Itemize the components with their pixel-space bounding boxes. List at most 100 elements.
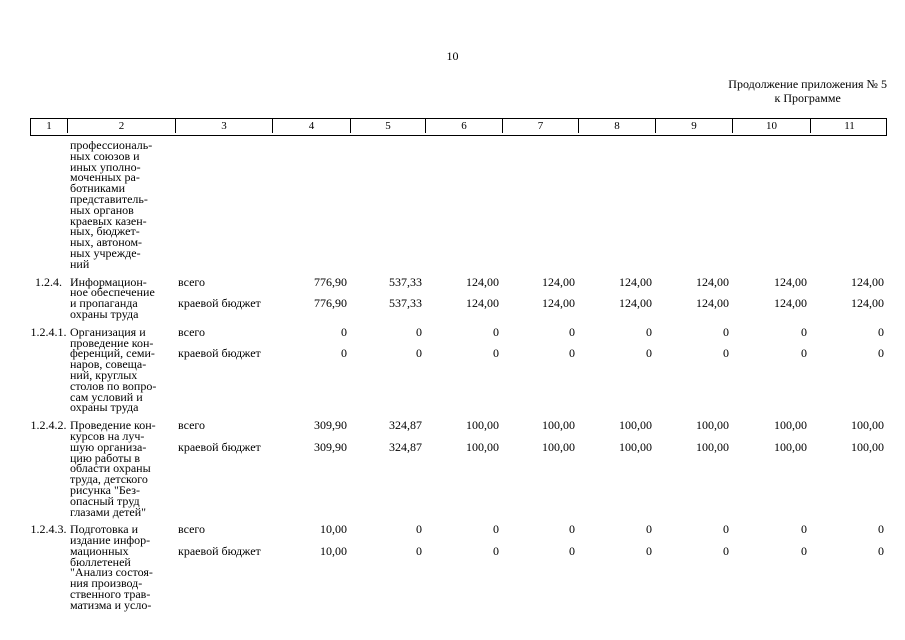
amount-value: 0: [878, 346, 884, 361]
amount-value: 0: [646, 324, 652, 339]
funding-source-label: краевой бюджет: [178, 543, 261, 558]
funding-source-label: всего: [178, 324, 206, 339]
table-row: 1.2.4.1. Организация и проведение кон- фе…: [30, 324, 887, 414]
funding-source-label: краевой бюджет: [178, 346, 261, 361]
continuation-line-1: Продолжение приложения № 5: [728, 77, 887, 91]
column-number: 6: [426, 119, 503, 133]
funding-source-label: всего: [178, 274, 206, 289]
amount-cell: 124,00 124,00: [425, 274, 502, 320]
amount-cell: 100,00 100,00: [655, 418, 732, 517]
table-row: 1.2.4.3. Подготовка и издание инфор- маци…: [30, 522, 887, 612]
amount-value: 100,00: [619, 418, 652, 433]
amount-value: 100,00: [466, 439, 499, 454]
row-title: профессиональ- ных союзов и иных уполно-…: [70, 138, 153, 271]
funding-source-label: всего: [178, 522, 206, 537]
amount-value: 0: [646, 522, 652, 537]
column-number: 7: [503, 119, 579, 133]
row-code: [30, 140, 67, 270]
amount-value: 124,00: [542, 274, 575, 289]
amount-value: 124,00: [466, 274, 499, 289]
amount-cell: [732, 140, 810, 270]
amount-value: 0: [416, 324, 422, 339]
amount-value: 309,90: [314, 439, 347, 454]
amount-value: 100,00: [696, 418, 729, 433]
amount-value: 100,00: [696, 439, 729, 454]
amount-value: 124,00: [466, 296, 499, 311]
amount-value: 0: [341, 346, 347, 361]
amount-value: 0: [801, 324, 807, 339]
amount-cell: [502, 140, 578, 270]
column-number: 4: [273, 119, 351, 133]
amount-value: 0: [493, 543, 499, 558]
amount-value: 0: [569, 543, 575, 558]
amount-cell: 100,00 100,00: [578, 418, 655, 517]
amount-value: 100,00: [774, 439, 807, 454]
amount-value: 0: [723, 346, 729, 361]
amount-value: 0: [569, 324, 575, 339]
amount-value: 0: [646, 346, 652, 361]
row-title: Подготовка и издание инфор- мационных бю…: [70, 522, 153, 612]
funding-source-cell: [175, 140, 272, 270]
amount-value: 100,00: [851, 439, 884, 454]
amount-value: 0: [569, 346, 575, 361]
amount-cell: 776,90 776,90: [272, 276, 350, 320]
column-number: 10: [733, 119, 811, 133]
amount-value: 0: [723, 324, 729, 339]
amount-value: 537,33: [389, 274, 422, 289]
amount-value: 10,00: [320, 522, 347, 537]
amount-cell: 100,00 100,00: [810, 419, 887, 517]
amount-value: 0: [723, 543, 729, 558]
appendix-table: 1 2 3 4 5 6 7 8 9 10 11 профессиональ- ных союзов …: [30, 118, 887, 611]
amount-cell: [272, 140, 350, 270]
funding-source-cell: всего краевой бюджет: [175, 522, 272, 610]
column-number: 1: [31, 119, 68, 133]
column-number: 2: [68, 119, 176, 133]
amount-value: 124,00: [851, 296, 884, 311]
column-number: 5: [351, 119, 426, 133]
amount-value: 537,33: [389, 296, 422, 311]
amount-value: 776,90: [314, 296, 347, 311]
amount-value: 0: [801, 543, 807, 558]
row-code: 1.2.4.: [35, 274, 62, 289]
row-title: Информацион- ное обеспечение и пропаганд…: [70, 274, 155, 321]
amount-value: 0: [878, 324, 884, 339]
amount-cell: 124,00 124,00: [655, 274, 732, 320]
row-code: 1.2.4.2.: [30, 418, 67, 433]
table-row: профессиональ- ных союзов и иных уполно-…: [30, 138, 887, 271]
amount-value: 100,00: [542, 418, 575, 433]
amount-value: 0: [416, 522, 422, 537]
amount-value: 100,00: [774, 418, 807, 433]
amount-value: 309,90: [314, 418, 347, 433]
amount-cell: 100,00 100,00: [502, 418, 578, 517]
amount-value: 100,00: [466, 418, 499, 433]
amount-value: 124,00: [696, 274, 729, 289]
amount-cell: 100,00 100,00: [425, 418, 502, 517]
amount-cell: 124,00 124,00: [578, 274, 655, 320]
table-header-row: 1 2 3 4 5 6 7 8 9 10 11: [30, 118, 887, 136]
column-number: 11: [844, 120, 855, 132]
page-number: 10: [446, 49, 459, 63]
table-row: 1.2.4. Информацион- ное обеспечение и про…: [30, 274, 887, 321]
continuation-note: Продолжение приложения № 5 к Программе: [0, 77, 887, 105]
amount-value: 10,00: [320, 543, 347, 558]
amount-value: 124,00: [774, 296, 807, 311]
amount-value: 124,00: [619, 274, 652, 289]
amount-value: 100,00: [542, 439, 575, 454]
amount-cell: 100,00 100,00: [732, 418, 810, 517]
amount-value: 0: [801, 346, 807, 361]
table-row: 1.2.4.2. Проведение кон- курсов на луч- ш…: [30, 418, 887, 517]
amount-cell: 124,00 124,00: [732, 276, 810, 320]
amount-value: 324,87: [389, 439, 422, 454]
amount-value: 0: [416, 543, 422, 558]
amount-cell: 124,00 124,00: [502, 274, 578, 320]
amount-value: 0: [493, 522, 499, 537]
amount-value: 0: [723, 522, 729, 537]
amount-cell: [578, 140, 655, 270]
